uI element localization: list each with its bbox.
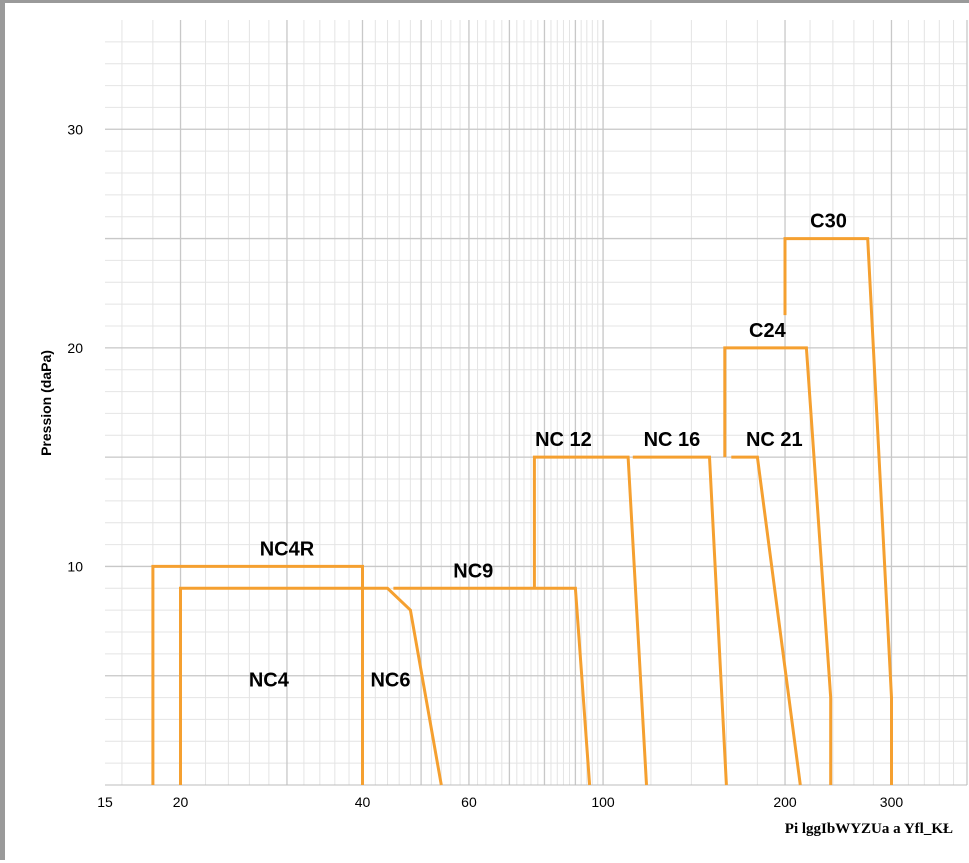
series-line-nc9	[393, 586, 592, 786]
y-tick-label: 30	[67, 121, 83, 137]
series-line-nc-16	[632, 455, 728, 786]
series-line-c24	[723, 346, 833, 785]
series-line-nc-12	[532, 455, 648, 786]
series-line-nc-21	[731, 455, 802, 786]
series-line-c30	[783, 237, 893, 785]
series-labels: NC4R NC4 NC6 NC9 NC 12 NC 16 NC 21 C24 C30	[249, 211, 847, 692]
x-axis-label: Pi lggIbWYZUa a Yfl_KŁ	[785, 821, 953, 837]
y-tick-label: 20	[67, 340, 83, 356]
series-label: C30	[810, 211, 847, 233]
x-tick-label: 100	[591, 794, 615, 810]
y-axis-ticks: 10 20 30	[67, 121, 83, 574]
series-label: NC4R	[260, 539, 315, 561]
x-tick-label: 200	[773, 794, 797, 810]
x-tick-label: 20	[173, 794, 189, 810]
series-line-nc6	[362, 586, 443, 786]
series-lines	[151, 237, 893, 786]
series-label: NC 12	[535, 429, 592, 451]
x-tick-label: 40	[355, 794, 371, 810]
series-label: NC 16	[644, 429, 701, 451]
series-label: NC4	[249, 670, 290, 692]
x-tick-label: 15	[97, 794, 113, 810]
x-tick-label: 60	[461, 794, 477, 810]
series-line-nc4r	[151, 564, 364, 785]
series-label: NC6	[370, 670, 410, 692]
plot-area	[105, 20, 967, 785]
series-label: C24	[749, 320, 787, 342]
y-axis-label: Pression (daPa)	[38, 350, 54, 456]
x-axis-ticks: 15 20 40 60 100 200 300	[97, 794, 903, 810]
series-label: NC 21	[746, 429, 803, 451]
x-tick-label: 300	[880, 794, 904, 810]
series-line-nc4	[179, 586, 363, 785]
y-tick-label: 10	[67, 558, 83, 574]
series-label: NC9	[453, 560, 493, 582]
